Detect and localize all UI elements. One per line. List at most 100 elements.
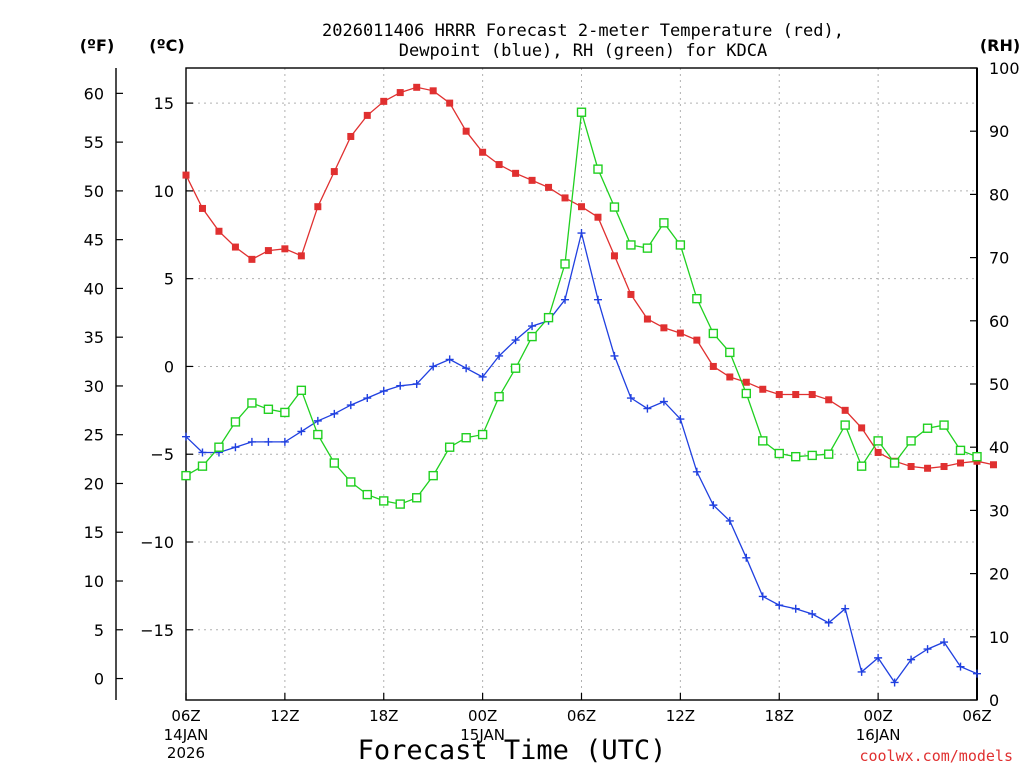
rh-tick-label: 40 xyxy=(989,438,1009,457)
series-temperature xyxy=(182,83,997,472)
celsius-tick-label: 15 xyxy=(154,94,174,113)
dewpoint-point xyxy=(973,669,981,678)
fahrenheit-tick-label: 60 xyxy=(84,84,104,103)
rh-point xyxy=(609,202,620,212)
temperature-point xyxy=(248,255,256,263)
dewpoint-point xyxy=(775,601,784,610)
x-tick-label: 06Z xyxy=(567,707,596,725)
rh-point xyxy=(840,420,850,430)
temperature-point xyxy=(989,461,997,469)
dewpoint-point xyxy=(923,645,932,654)
rh-point xyxy=(692,293,702,304)
temperature-point xyxy=(726,373,734,381)
dewpoint-point xyxy=(478,372,487,381)
rh-point xyxy=(197,461,208,471)
dewpoint-point xyxy=(791,604,800,613)
dewpoint-point xyxy=(676,415,685,424)
rh-tick-label: 90 xyxy=(989,122,1009,141)
rh-point xyxy=(527,331,537,342)
celsius-unit-label: (ºC) xyxy=(149,36,184,55)
fahrenheit-tick-label: 25 xyxy=(84,426,104,445)
temperature-point xyxy=(363,111,371,119)
series-line xyxy=(185,86,994,469)
temperature-point xyxy=(742,378,750,386)
x-tick-label: 18Z xyxy=(369,707,398,725)
x-date-label: 14JAN xyxy=(164,726,209,744)
temperature-point xyxy=(528,176,536,184)
rh-point xyxy=(791,451,801,462)
temperature-point xyxy=(759,385,767,393)
dewpoint-point xyxy=(561,295,570,304)
rh-point xyxy=(659,218,669,228)
rh-point xyxy=(395,499,405,509)
x-tick-label: 00Z xyxy=(468,707,497,725)
temperature-point xyxy=(314,203,322,211)
dewpoint-point xyxy=(363,394,372,403)
temperature-point xyxy=(182,171,190,179)
dewpoint-point xyxy=(956,662,965,671)
rh-point xyxy=(313,429,323,440)
series-dewpoint xyxy=(182,229,981,687)
temperature-point xyxy=(446,99,454,107)
rh-point xyxy=(807,450,817,461)
rh-point xyxy=(247,398,257,408)
dewpoint-point xyxy=(231,443,240,452)
data-series xyxy=(181,83,997,687)
rh-point xyxy=(774,448,784,459)
dewpoint-point xyxy=(841,604,850,613)
rh-point xyxy=(576,107,587,117)
dewpoint-point xyxy=(247,437,256,446)
fahrenheit-tick-label: 0 xyxy=(94,670,104,689)
fahrenheit-tick-label: 40 xyxy=(84,279,104,298)
dewpoint-point xyxy=(264,437,273,446)
dewpoint-point xyxy=(626,394,635,403)
celsius-tick-label: −15 xyxy=(140,621,174,640)
temperature-point xyxy=(792,391,800,399)
dewpoint-point xyxy=(445,355,454,364)
x-date-label: 16JAN xyxy=(856,726,901,744)
axes xyxy=(115,67,978,701)
temperature-point xyxy=(545,183,553,191)
dewpoint-point xyxy=(297,427,306,436)
rh-point xyxy=(444,442,455,452)
rh-tick-label: 10 xyxy=(989,628,1009,647)
series-relative-humidity xyxy=(181,107,982,509)
x-axis-title: Forecast Time (UTC) xyxy=(358,735,667,766)
fahrenheit-tick-label: 35 xyxy=(84,328,104,347)
temperature-point xyxy=(413,83,421,91)
temperature-point xyxy=(561,194,569,202)
x-year-label: 2026 xyxy=(167,744,205,762)
chart-title-line1: 2026011406 HRRR Forecast 2-meter Tempera… xyxy=(322,21,844,41)
temperature-point xyxy=(957,459,965,467)
rh-point xyxy=(642,243,653,253)
x-tick-label: 18Z xyxy=(765,707,794,725)
temperature-point xyxy=(841,406,849,414)
temperature-point xyxy=(858,424,866,432)
dewpoint-point xyxy=(577,229,586,238)
rh-tick-label: 50 xyxy=(989,375,1009,394)
x-tick-label: 12Z xyxy=(270,707,299,725)
dewpoint-point xyxy=(462,364,471,373)
dewpoint-point xyxy=(412,380,421,388)
fahrenheit-tick-label: 30 xyxy=(84,377,104,396)
dewpoint-point xyxy=(808,609,817,618)
rh-point xyxy=(280,407,290,418)
dewpoint-point xyxy=(857,667,866,676)
temperature-point xyxy=(198,204,206,212)
temperature-point xyxy=(627,290,635,298)
fahrenheit-tick-label: 45 xyxy=(84,231,104,250)
temperature-point xyxy=(940,463,948,471)
dewpoint-point xyxy=(643,404,652,413)
temperature-point xyxy=(643,315,651,323)
rh-point xyxy=(543,312,554,323)
credit-text: coolwx.com/models xyxy=(859,747,1013,765)
grid-lines xyxy=(186,68,977,700)
dewpoint-point xyxy=(198,448,207,457)
fahrenheit-unit-label: (ºF) xyxy=(80,36,115,55)
temperature-point xyxy=(594,213,602,221)
rh-point xyxy=(708,328,719,339)
fahrenheit-tick-label: 55 xyxy=(84,133,104,152)
fahrenheit-tick-label: 15 xyxy=(84,523,104,542)
dewpoint-point xyxy=(379,387,388,396)
